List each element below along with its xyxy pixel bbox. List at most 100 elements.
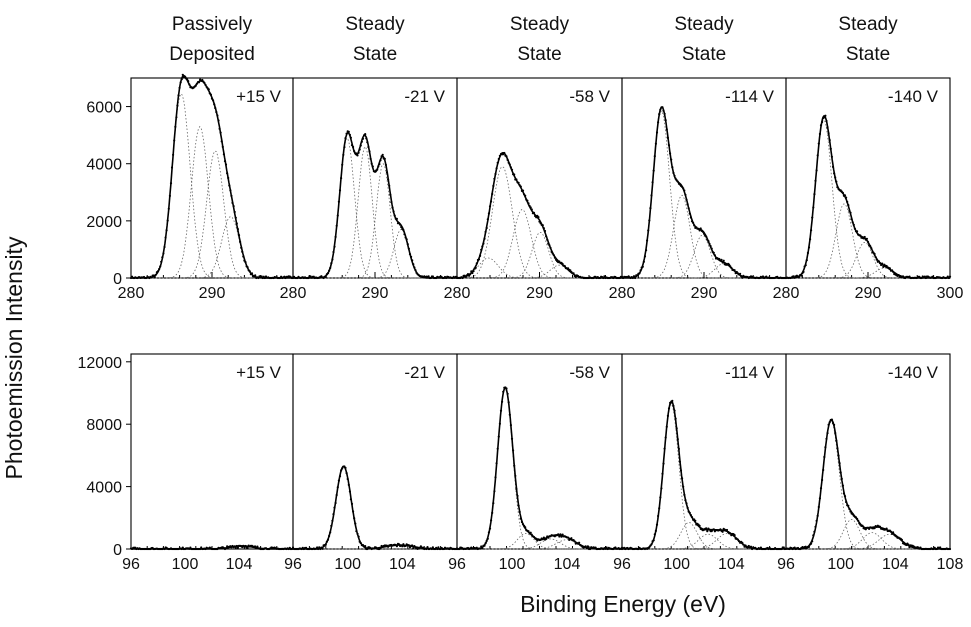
data-point xyxy=(498,154,501,157)
data-point xyxy=(518,510,521,513)
x-tick-label: 280 xyxy=(280,285,307,302)
data-point xyxy=(412,263,415,266)
data-point xyxy=(651,181,654,184)
data-point xyxy=(430,547,433,551)
voltage-label: -21 V xyxy=(404,87,445,106)
data-point xyxy=(483,237,486,240)
data-point xyxy=(254,545,257,548)
data-point xyxy=(337,200,340,203)
fit-envelope xyxy=(293,131,457,279)
data-point xyxy=(664,119,667,122)
data-point xyxy=(818,497,822,500)
data-point xyxy=(368,150,371,153)
data-point xyxy=(172,153,175,156)
data-point xyxy=(246,266,249,269)
data-point xyxy=(515,178,518,181)
data-point xyxy=(521,523,525,526)
fit-envelope xyxy=(786,418,950,550)
data-point xyxy=(829,147,832,150)
data-point xyxy=(345,472,348,475)
data-point xyxy=(499,409,503,412)
data-point xyxy=(349,136,352,139)
data-point xyxy=(725,528,729,532)
data-point xyxy=(354,522,357,525)
y-tick-label: 2000 xyxy=(86,214,122,231)
y-tick-label: 8000 xyxy=(86,417,122,434)
data-point xyxy=(674,417,677,420)
data-point xyxy=(847,204,850,207)
data-point xyxy=(681,477,684,480)
data-point xyxy=(395,545,398,548)
data-point xyxy=(335,224,338,227)
data-point xyxy=(318,546,321,549)
fit-envelope xyxy=(622,400,786,550)
data-point xyxy=(584,545,587,548)
data-point xyxy=(355,530,358,533)
data-point xyxy=(431,546,434,549)
data-point xyxy=(810,542,813,545)
data-point xyxy=(828,139,831,142)
data-point xyxy=(330,262,333,265)
data-point xyxy=(212,99,215,102)
data-point xyxy=(684,193,687,196)
voltage-label: -58 V xyxy=(569,363,610,382)
data-point xyxy=(388,184,391,187)
data-point xyxy=(830,155,834,158)
data-point xyxy=(517,504,520,507)
x-tick-label: 290 xyxy=(362,285,389,302)
data-point xyxy=(729,265,732,268)
data-point xyxy=(683,493,686,496)
data-point xyxy=(878,525,882,528)
data-point xyxy=(746,546,749,549)
data-point xyxy=(491,192,494,196)
data-point xyxy=(187,80,190,83)
component-peak-1 xyxy=(457,387,622,550)
data-point xyxy=(647,229,650,232)
data-point xyxy=(486,537,489,540)
data-point xyxy=(948,275,952,278)
x-tick-label: 290 xyxy=(855,285,882,302)
data-point xyxy=(709,245,712,248)
data-point xyxy=(413,266,416,269)
x-tick-label: 280 xyxy=(773,285,800,302)
data-point xyxy=(479,254,482,257)
data-point xyxy=(563,265,566,268)
data-point xyxy=(692,221,695,224)
data-point xyxy=(885,527,888,530)
data-point xyxy=(336,486,339,489)
x-tick-label: 280 xyxy=(118,285,145,302)
data-point xyxy=(338,189,342,192)
data-point xyxy=(821,120,824,124)
data-point xyxy=(408,546,412,549)
data-point xyxy=(466,273,470,276)
data-point xyxy=(496,161,499,164)
data-point xyxy=(817,142,820,145)
data-point xyxy=(664,436,667,439)
data-point xyxy=(359,144,362,147)
data-point xyxy=(331,258,334,261)
data-point xyxy=(470,270,473,273)
data-point xyxy=(494,172,497,176)
data-point xyxy=(334,501,337,505)
data-point xyxy=(663,447,666,450)
data-point xyxy=(203,81,206,84)
data-point xyxy=(163,245,166,249)
fit-envelope xyxy=(131,74,293,279)
data-point xyxy=(831,421,835,425)
data-point xyxy=(511,449,515,452)
data-point xyxy=(472,270,475,273)
data-point xyxy=(721,530,724,533)
data-point xyxy=(839,471,842,474)
data-point xyxy=(501,400,504,403)
data-point xyxy=(469,273,472,276)
data-point xyxy=(828,421,831,424)
data-point xyxy=(364,545,367,548)
data-point xyxy=(653,155,656,158)
component-peak-2 xyxy=(622,522,786,550)
data-point xyxy=(877,260,881,263)
data-point xyxy=(675,427,678,430)
data-point xyxy=(889,530,893,533)
data-point xyxy=(365,137,368,140)
data-point xyxy=(332,513,335,516)
